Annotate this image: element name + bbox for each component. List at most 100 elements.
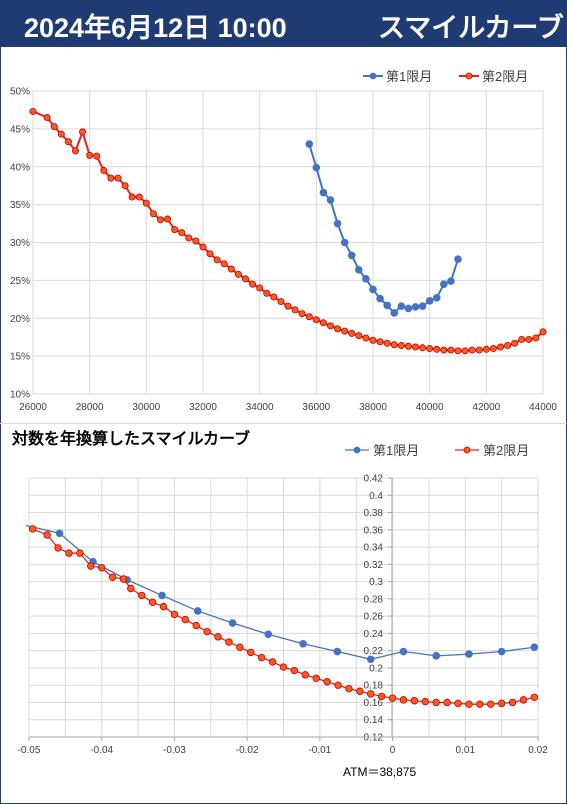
series-2-point <box>369 336 377 344</box>
header-bar: 2024年6月12日 10:00 スマイルカーブ <box>0 0 567 47</box>
series-2-point <box>79 128 87 136</box>
series-2-point <box>454 347 462 355</box>
header-subtitle: スマイルカーブ <box>378 13 564 43</box>
legend-marker-2 <box>463 446 471 454</box>
series-2-point <box>159 602 168 611</box>
y-tick-label: 10% <box>10 390 30 401</box>
series-2-point <box>290 666 299 675</box>
series-1-point <box>465 650 473 658</box>
series-2-point <box>291 306 299 314</box>
y-tick-label: 20% <box>10 314 30 325</box>
series-1-point <box>355 265 363 274</box>
x-tick-label: 0 <box>390 745 396 756</box>
chart-divider <box>0 423 567 424</box>
series-1-point <box>454 255 462 263</box>
x-tick-label: 26000 <box>19 402 47 413</box>
x-tick-label: 36000 <box>302 402 330 413</box>
series-2-point <box>192 237 200 245</box>
y-tick-label: 40% <box>10 162 30 173</box>
series-2-point <box>43 531 51 539</box>
series-2-point <box>156 216 164 224</box>
series-1-point <box>319 188 328 197</box>
series-2-point <box>225 638 233 646</box>
series-2-point <box>100 167 108 175</box>
series-2-point <box>76 549 84 557</box>
series-2-point <box>29 107 37 115</box>
series-2-point <box>504 342 512 350</box>
y-tick-label: 0.18 <box>364 681 384 692</box>
y-tick-label: 45% <box>10 124 30 135</box>
series-2-point <box>277 298 285 306</box>
series-1-point <box>312 163 321 172</box>
series-1-point <box>333 647 342 656</box>
series-2-point <box>43 114 51 122</box>
series-2-point <box>475 346 483 354</box>
y-tick-label: 0.36 <box>364 525 384 536</box>
series-2-point <box>530 693 539 701</box>
series-1-point <box>55 529 64 538</box>
series-2-point <box>128 193 136 201</box>
series-2-point <box>432 698 440 707</box>
y-tick-label: 0.26 <box>364 612 384 623</box>
series-1-point <box>299 639 307 648</box>
series-2-point <box>411 343 419 351</box>
series-1-point <box>432 293 441 302</box>
series-2-point <box>496 343 504 351</box>
series-2-point <box>213 256 221 264</box>
series-1-point <box>497 647 506 656</box>
series-2-point <box>468 346 476 354</box>
series-1-point <box>376 294 384 303</box>
header-date: 2024年6月12日 10:00 <box>24 13 287 43</box>
x-tick-label: -0.01 <box>308 745 331 756</box>
y-tick-label: 0.2 <box>369 663 383 674</box>
series-2-point <box>108 573 117 581</box>
series-1-point <box>418 302 427 310</box>
series-2-point <box>341 327 349 335</box>
series-2-point <box>465 700 473 708</box>
series-2-point <box>298 310 306 318</box>
x-tick-label: 42000 <box>472 402 500 413</box>
x-tick-label: 32000 <box>189 402 217 413</box>
series-2-point <box>334 681 342 689</box>
atm-annotation: ATM＝38,875 <box>343 765 416 779</box>
series-2-point <box>399 696 408 704</box>
series-2-point <box>220 260 228 268</box>
series-2-point <box>356 687 364 695</box>
x-tick-label: -0.05 <box>18 745 41 756</box>
series-2-point <box>149 210 157 218</box>
series-1-point <box>369 285 377 294</box>
series-2-point <box>170 610 179 619</box>
series-2-point <box>127 584 135 593</box>
y-tick-label: 0.4 <box>369 491 383 502</box>
series-2-point <box>135 193 143 201</box>
x-tick-label: 40000 <box>416 402 444 413</box>
y-tick-label: 0.42 <box>364 474 384 485</box>
series-2-point <box>247 648 255 657</box>
series-2-point <box>64 138 72 146</box>
series-1-point <box>326 196 335 204</box>
x-tick-label: -0.02 <box>236 745 259 756</box>
series-2-point <box>227 265 235 273</box>
series-2-point <box>404 342 412 350</box>
series-2-point <box>93 152 101 160</box>
chart-title: 対数を年換算したスマイルカーブ <box>11 429 250 448</box>
y-tick-label: 0.22 <box>364 646 384 657</box>
series-2-point <box>50 123 58 131</box>
series-1-point <box>383 301 391 310</box>
series-2-point <box>443 698 451 707</box>
chart-annualized-smile-curve: 対数を年換算したスマイルカーブ 0.12 0.14 0.16 0.18 0.2 0.22 0.… <box>11 429 548 779</box>
series-1-point <box>340 238 349 247</box>
series-2-point <box>214 633 222 641</box>
series-2-point <box>234 270 242 278</box>
series-1-point <box>347 251 356 260</box>
series-2-point <box>419 344 427 352</box>
series-1-point <box>366 655 375 664</box>
series-2-point <box>355 332 363 340</box>
legend-label-2: 第2限月 <box>482 69 528 84</box>
series-2-point <box>312 674 320 682</box>
series-2-point <box>461 347 469 355</box>
series-1-point <box>158 591 166 600</box>
y-tick-label: 0.28 <box>364 594 384 605</box>
series-2-point <box>54 544 62 552</box>
series-1-point <box>397 302 406 310</box>
